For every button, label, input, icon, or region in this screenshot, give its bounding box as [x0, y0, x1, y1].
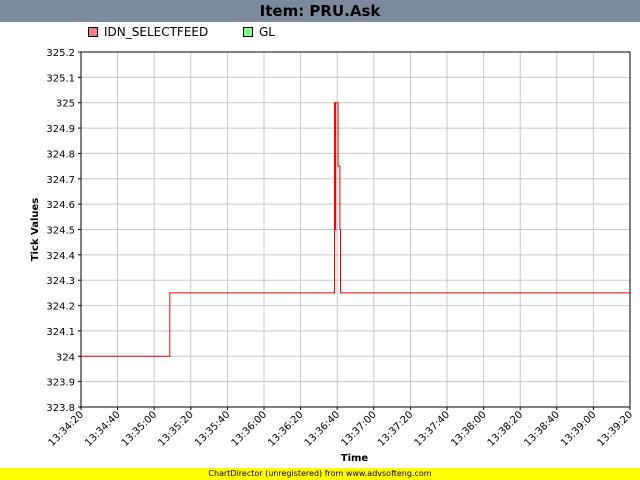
y-tick-label: 324.9 [46, 124, 75, 135]
y-tick-label: 324.4 [46, 251, 75, 262]
x-tick-label: 13:38:20 [486, 409, 526, 449]
footer-text: ChartDirector (unregistered) from www.ad… [208, 469, 432, 478]
y-tick-label: 324.1 [46, 327, 75, 338]
y-axis-label: Tick Values [30, 198, 41, 262]
series-line-0 [81, 102, 630, 357]
y-tick-label: 324.3 [46, 276, 75, 287]
chart-svg: 323.8 323.9 324 324.1 324.2 324.3 324.4 324.5 32… [30, 48, 636, 464]
x-axis-label: Time [341, 453, 369, 464]
series-layer [81, 102, 630, 357]
chart-title: Item: PRU.Ask [259, 2, 381, 20]
x-tick-label: 13:38:40 [522, 409, 562, 449]
y-tick-label: 324.6 [46, 200, 75, 211]
x-tick-label: 13:37:40 [413, 409, 453, 449]
legend-swatch-gl [243, 27, 253, 37]
y-axis-ticks: 323.8 323.9 324 324.1 324.2 324.3 324.4 324.5 32… [46, 48, 81, 414]
x-tick-label: 13:38:00 [449, 409, 489, 449]
x-axis-ticks: 13:34:2013:34:4013:35:0013:35:2013:35:40… [47, 407, 636, 449]
x-tick-label: 13:35:00 [120, 409, 160, 449]
y-tick-label: 324.2 [46, 302, 75, 313]
x-tick-label: 13:35:40 [193, 409, 233, 449]
x-tick-label: 13:36:00 [230, 409, 270, 449]
x-tick-label: 13:39:20 [596, 409, 636, 449]
y-tick-label: 325.1 [46, 73, 75, 84]
grid [80, 51, 631, 408]
x-tick-label: 13:37:20 [376, 409, 416, 449]
y-tick-label: 324 [56, 352, 75, 363]
x-tick-label: 13:34:40 [83, 409, 123, 449]
x-tick-label: 13:35:20 [156, 409, 196, 449]
y-tick-label: 323.8 [46, 403, 75, 414]
x-tick-label: 13:39:00 [559, 409, 599, 449]
footer-bar: ChartDirector (unregistered) from www.ad… [0, 468, 640, 480]
y-tick-label: 325.2 [46, 48, 75, 59]
title-bar: Item: PRU.Ask [0, 0, 640, 22]
y-tick-label: 324.5 [46, 226, 75, 237]
x-tick-label: 13:34:20 [47, 409, 87, 449]
y-tick-label: 324.7 [46, 175, 75, 186]
y-tick-label: 324.8 [46, 149, 75, 160]
x-tick-label: 13:36:40 [303, 409, 343, 449]
x-tick-label: 13:36:20 [266, 409, 306, 449]
y-tick-label: 323.9 [46, 378, 75, 389]
legend-swatch-idn-selectfeed [88, 27, 98, 37]
legend-label-gl: GL [259, 25, 275, 39]
legend-label-idn-selectfeed: IDN_SELECTFEED [104, 25, 209, 39]
y-tick-label: 325 [56, 99, 75, 110]
x-tick-label: 13:37:00 [339, 409, 379, 449]
